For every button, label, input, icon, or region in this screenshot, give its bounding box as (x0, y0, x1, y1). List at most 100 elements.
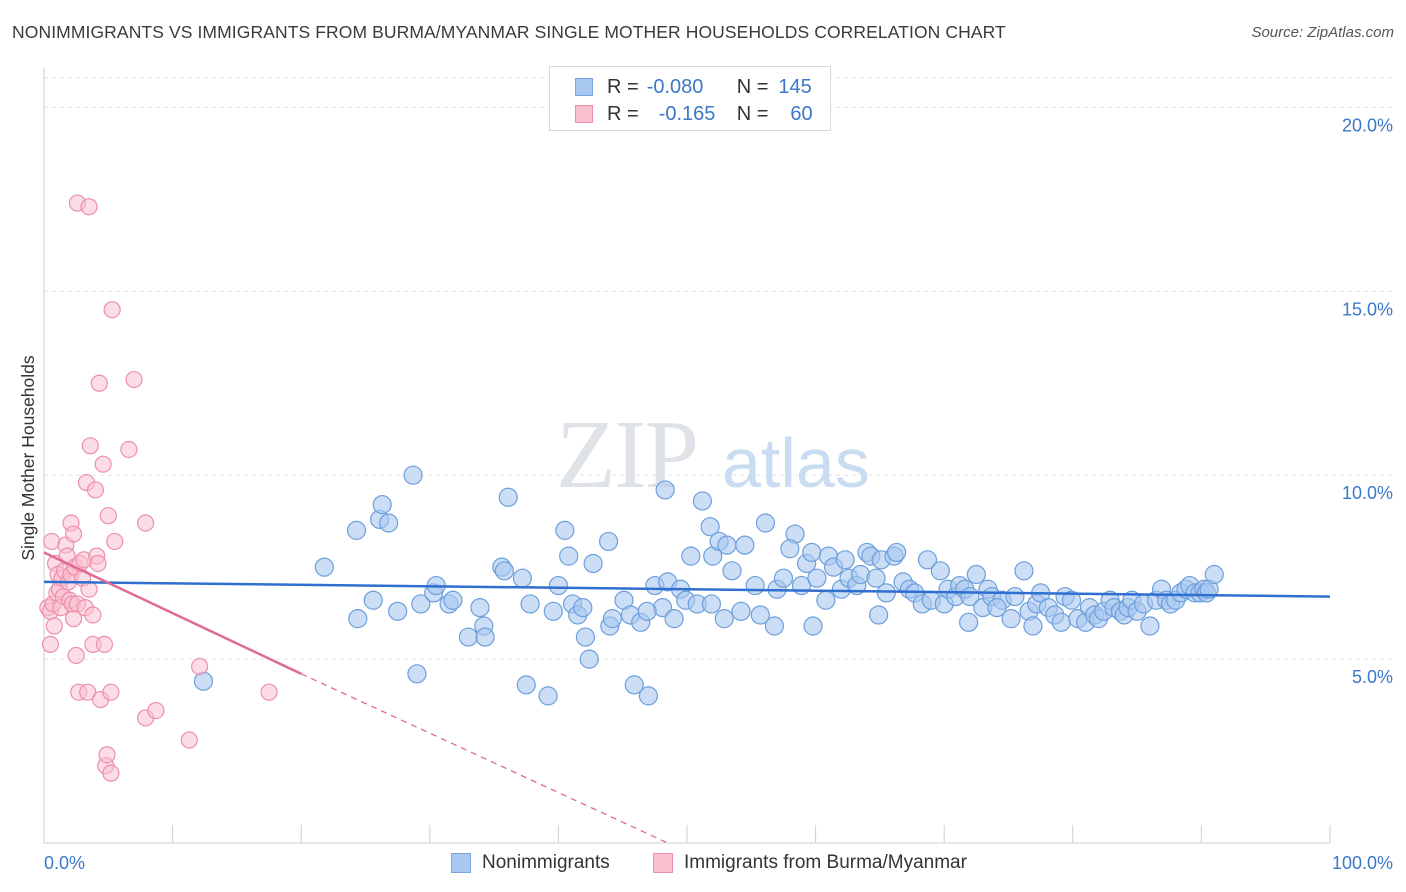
point-immigrant (84, 606, 102, 624)
point-nonimmigrant (516, 675, 536, 695)
point-nonimmigrant (866, 568, 886, 588)
trend-line-immigrants-extension (300, 673, 668, 844)
point-nonimmigrant (807, 568, 827, 588)
point-nonimmigrant (722, 561, 742, 581)
y-tick-label: 20.0% (1342, 115, 1393, 135)
point-immigrant (90, 374, 108, 392)
point-immigrant (120, 440, 138, 459)
point-nonimmigrant (802, 542, 822, 563)
point-immigrant (79, 683, 97, 701)
point-nonimmigrant (598, 531, 619, 552)
legend-row-immigrants: R = -0.165 N = 60 (550, 100, 813, 128)
y-axis-label: Single Mother Households (18, 355, 38, 561)
point-nonimmigrant (346, 520, 367, 540)
point-nonimmigrant (700, 517, 720, 537)
point-nonimmigrant (681, 546, 701, 566)
point-nonimmigrant (664, 609, 684, 629)
n-value: 145 (778, 75, 812, 98)
point-nonimmigrant (1204, 564, 1224, 585)
point-nonimmigrant (714, 609, 734, 629)
legend-item-immigrants: Immigrants from Burma/Myanmar (653, 852, 967, 874)
point-nonimmigrant (731, 601, 751, 621)
point-immigrant (147, 701, 165, 720)
point-nonimmigrant (583, 553, 603, 574)
correlation-legend: R = -0.080 N = 145 R = -0.165 N = 60 (549, 66, 831, 131)
n-value: 60 (790, 102, 813, 125)
legend-swatch-pink (575, 105, 593, 123)
point-nonimmigrant (555, 520, 575, 540)
point-immigrant (102, 764, 120, 782)
point-nonimmigrant (755, 513, 776, 533)
point-nonimmigrant (987, 598, 1007, 618)
point-nonimmigrant (1061, 590, 1082, 610)
legend-item-nonimmigrants: Nonimmigrants (451, 852, 610, 874)
n-label: N = (736, 75, 769, 98)
point-immigrant (136, 514, 155, 532)
point-immigrant (43, 532, 61, 551)
point-immigrant (191, 657, 209, 676)
point-nonimmigrant (543, 601, 563, 621)
point-immigrant (125, 370, 143, 389)
point-nonimmigrant (443, 590, 463, 610)
point-nonimmigrant (475, 627, 495, 647)
point-nonimmigrant (750, 605, 770, 625)
point-nonimmigrant (538, 686, 558, 706)
point-nonimmigrant (959, 612, 979, 632)
point-nonimmigrant (458, 627, 478, 647)
legend-swatch-pink (653, 853, 673, 873)
point-nonimmigrant (701, 594, 722, 614)
point-nonimmigrant (930, 561, 950, 581)
tick-labels: 5.0% 10.0% 15.0% 20.0% 0.0% 100.0% (44, 115, 1393, 873)
point-immigrant (41, 635, 60, 653)
point-immigrant (103, 301, 121, 319)
point-nonimmigrant (1014, 561, 1034, 581)
point-immigrant (94, 455, 112, 473)
source-label: Source: ZipAtlas.com (1251, 24, 1394, 41)
watermark-atlas: atlas (722, 424, 870, 502)
point-immigrant (81, 437, 99, 455)
watermark: ZIP atlas (556, 401, 870, 509)
point-immigrant (260, 683, 278, 701)
point-nonimmigrant (1051, 612, 1071, 632)
point-nonimmigrant (624, 675, 644, 695)
point-immigrant (80, 198, 98, 216)
point-nonimmigrant (887, 542, 907, 563)
legend-label: Nonimmigrants (482, 852, 610, 873)
point-nonimmigrant (692, 491, 713, 511)
point-nonimmigrant (512, 568, 532, 588)
immigrants-series (39, 194, 278, 782)
point-nonimmigrant (638, 686, 659, 706)
point-immigrant (64, 525, 83, 543)
n-label: N = (736, 102, 769, 125)
legend-swatch-blue (575, 78, 593, 96)
point-nonimmigrant (602, 609, 623, 629)
point-immigrant (180, 731, 198, 749)
point-immigrant (106, 532, 124, 551)
point-nonimmigrant (520, 594, 540, 614)
r-label: R = (607, 75, 639, 98)
point-nonimmigrant (548, 575, 569, 596)
chart-title: NONIMMIGRANTS VS IMMIGRANTS FROM BURMA/M… (12, 22, 1006, 42)
legend-swatch-blue (451, 853, 471, 873)
trend-line-nonimmigrants (43, 580, 1331, 598)
point-nonimmigrant (1140, 616, 1160, 636)
point-nonimmigrant (575, 627, 596, 647)
point-nonimmigrant (573, 598, 593, 618)
point-nonimmigrant (388, 601, 408, 621)
point-nonimmigrant (559, 546, 579, 566)
r-value: -0.165 (658, 102, 716, 125)
gridlines (44, 77, 1394, 660)
point-nonimmigrant (498, 487, 518, 507)
point-nonimmigrant (835, 550, 855, 570)
y-tick-label: 10.0% (1342, 483, 1393, 503)
trend-lines (43, 551, 1331, 844)
point-nonimmigrant (966, 564, 986, 585)
point-immigrant (99, 507, 117, 525)
r-value: -0.080 (646, 75, 704, 98)
point-nonimmigrant (579, 649, 599, 669)
point-nonimmigrant (816, 590, 836, 610)
point-nonimmigrant (193, 671, 214, 691)
point-nonimmigrant (1001, 609, 1021, 629)
point-nonimmigrant (1023, 616, 1043, 636)
